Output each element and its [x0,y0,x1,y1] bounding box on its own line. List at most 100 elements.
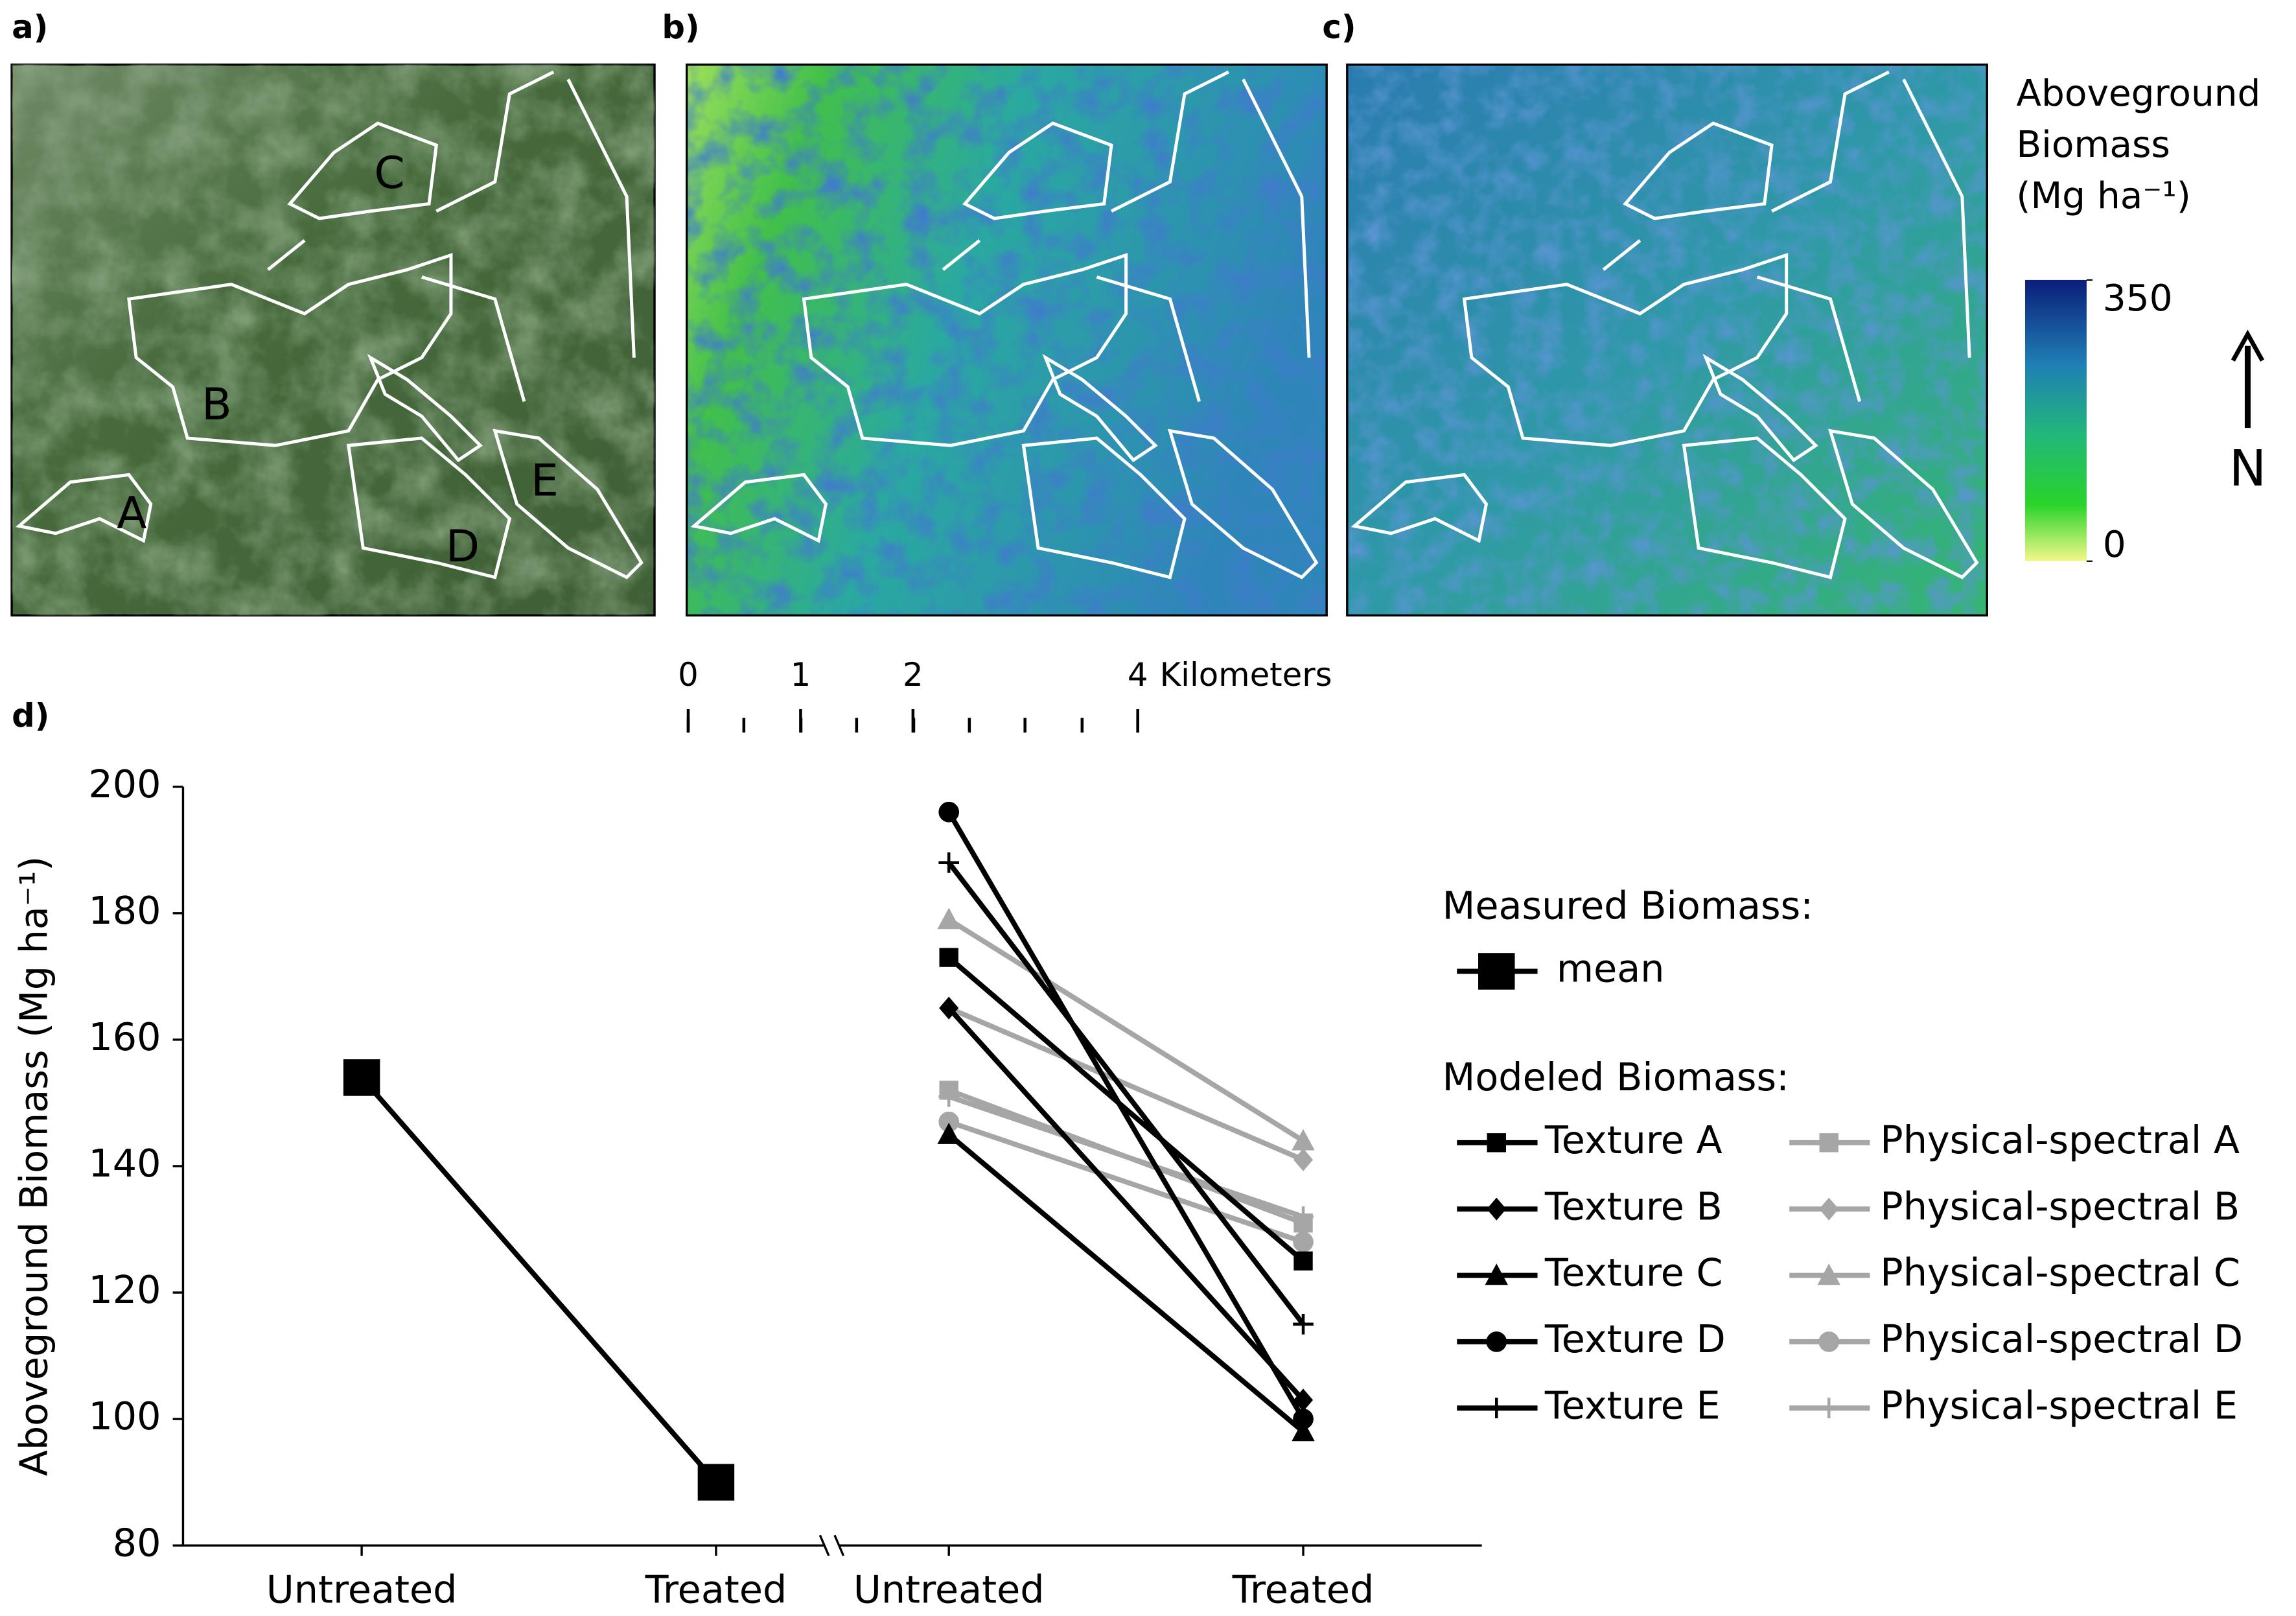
marker [697,1464,735,1501]
legend-entry: Texture B [1457,1184,1722,1228]
legend-label: Texture E [1544,1383,1721,1427]
series-line [360,1075,718,1484]
x-tick-label: Untreated [853,1567,1045,1612]
scale-bar-label: 0 [678,656,699,694]
series-line [947,1094,1305,1219]
colorbar [2024,279,2087,561]
panel-label: a) [12,8,48,46]
marker [1478,953,1515,990]
marker [939,996,959,1020]
marker [1818,1331,1840,1352]
legend-entry: Physical-spectral A [1789,1118,2240,1162]
map-label: E [531,455,559,506]
marker [1293,1313,1314,1335]
series-line [946,810,1306,1421]
north-label: N [2229,440,2266,498]
panel-label: c) [1322,8,1356,46]
legend-label: Physical-spectral D [1880,1317,2243,1361]
marker [1292,1129,1315,1151]
legend-label: mean [1557,946,1665,991]
marker [1486,1398,1507,1419]
legend-label: Texture C [1544,1250,1723,1295]
y-tick-label: 140 [88,1141,161,1186]
legend-entry: Texture A [1457,1118,1722,1162]
colorbar-title: Biomass [2016,124,2170,166]
legend-entry: Physical-spectral D [1789,1317,2243,1361]
y-tick-label: 180 [88,888,161,933]
marker [1819,1133,1838,1153]
map-label: C [374,147,404,198]
x-tick-label: Treated [1232,1567,1374,1612]
marker [1485,1263,1508,1285]
legend-label: Texture B [1544,1184,1722,1228]
series [938,1086,1314,1227]
scale-bar-label: 2 [903,656,923,694]
series-line [947,1006,1305,1402]
panel-label: d) [12,697,49,734]
marker [937,908,960,930]
series [937,908,1315,1151]
legend-label: Physical-spectral E [1880,1383,2238,1427]
marker [1293,1206,1314,1227]
legend-entry: Texture C [1457,1250,1723,1295]
y-axis-label: Aboveground Biomass (Mg ha⁻¹) [12,856,56,1477]
marker [1292,1420,1315,1442]
marker [1293,1409,1314,1429]
series [937,1122,1315,1442]
series [938,852,1314,1335]
series [938,801,1314,1429]
legend-entry: Texture D [1457,1317,1726,1361]
y-tick-label: 200 [88,762,161,806]
marker [1819,1197,1839,1221]
y-tick-label: 120 [88,1267,161,1312]
series-line [947,861,1306,1326]
legend-label: Texture D [1544,1317,1726,1361]
scale-bar-label: 4 [1128,656,1148,694]
series [343,1059,735,1501]
legend-label: Physical-spectral B [1880,1184,2240,1228]
marker [939,948,958,967]
legend-entry: mean [1457,946,1664,991]
y-tick-label: 160 [88,1014,161,1059]
series-line [947,955,1305,1263]
marker [343,1059,380,1096]
scale-bar-unit: Kilometers [1160,656,1332,694]
legend-entry: Physical-spectral B [1789,1184,2240,1228]
marker [1487,1133,1506,1153]
map-a [10,64,656,617]
series-line [947,917,1305,1143]
series [939,948,1313,1271]
marker [1486,1331,1507,1352]
map-c [1346,64,1988,617]
y-tick-label: 100 [88,1394,161,1438]
colorbar-title: (Mg ha⁻¹) [2016,175,2190,217]
north-arrow [2231,329,2264,428]
marker [1817,1263,1840,1285]
marker [937,1122,960,1144]
marker [1293,1251,1313,1271]
marker [1818,1398,1840,1419]
legend-entry: Texture E [1457,1383,1721,1427]
axes [181,786,1482,1556]
x-tick-label: Treated [645,1567,787,1612]
legend-label: Texture A [1544,1118,1722,1162]
legend-label: Physical-spectral C [1880,1250,2240,1295]
marker [938,801,960,823]
scale-bar-label: 1 [791,656,811,694]
series-line [947,1005,1305,1162]
legend-heading: Measured Biomass: [1443,883,1813,928]
map-b [686,64,1328,617]
marker [938,1086,960,1107]
colorbar-title: Aboveground [2016,73,2260,115]
marker [1487,1197,1507,1221]
panel-label: b) [662,8,699,46]
colorbar-tick-label: 0 [2103,524,2126,566]
legend-label: Physical-spectral A [1880,1118,2240,1162]
y-tick-label: 80 [113,1520,161,1565]
map-label: A [117,487,146,538]
legend-heading: Modeled Biomass: [1443,1055,1789,1099]
series-line [947,1132,1305,1434]
colorbar-tick-label: 350 [2103,277,2173,320]
marker [1293,1232,1314,1252]
